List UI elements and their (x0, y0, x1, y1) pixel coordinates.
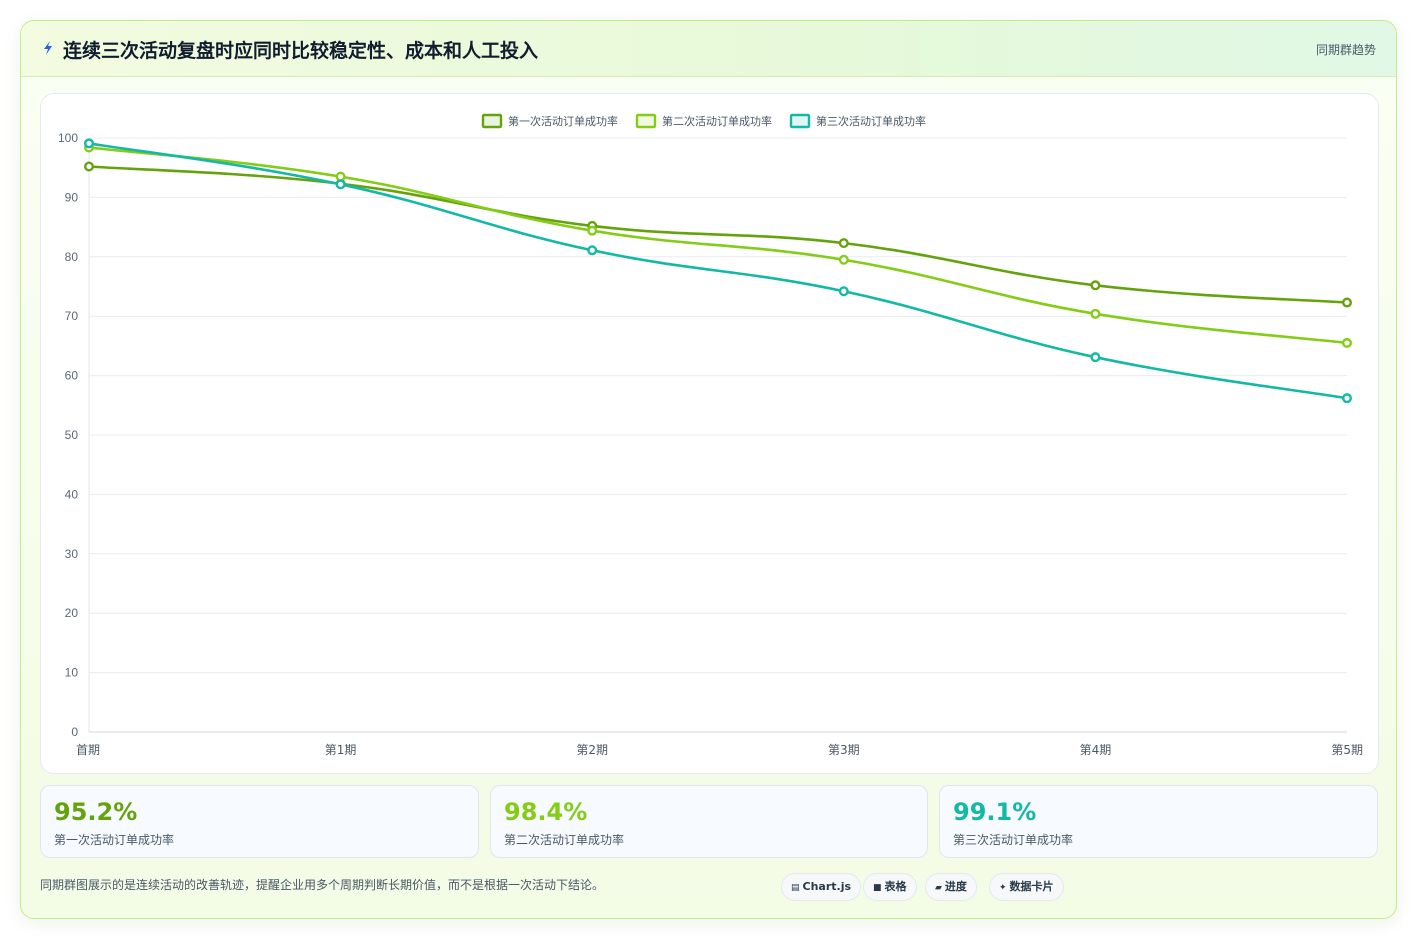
data-point (587, 245, 598, 256)
series-line-2 (88, 146, 1348, 345)
legend-swatch (635, 113, 657, 129)
page-title: 连续三次活动复盘时应同时比较稳定性、成本和人工投入 (63, 40, 539, 62)
data-point (1341, 297, 1352, 308)
data-point (335, 179, 346, 190)
legend-label: 第三次活动订单成功率 (816, 114, 926, 128)
legend-swatch (481, 113, 503, 129)
stat-card-2: 98.4% 第二次活动订单成功率 (490, 785, 928, 858)
chip-table[interactable]: ■ 表格 (863, 873, 917, 901)
data-point (84, 138, 95, 149)
stat-card-1: 95.2% 第一次活动订单成功率 (40, 785, 479, 858)
legend-swatch (789, 113, 811, 129)
line-chart: 0 10 20 30 40 50 60 70 80 90 100 首期 第1期 第2期 第3期 第4期 第5期 第… (58, 113, 1363, 757)
stat-label: 第三次活动订单成功率 (953, 833, 1074, 847)
chip-label: 进度 (944, 880, 967, 893)
table-icon: ■ (873, 883, 882, 893)
stat-value: 98.4% (504, 798, 588, 826)
trend-card: 连续三次活动复盘时应同时比较稳定性、成本和人工投入 同期群趋势 0 10 20 30 4… (20, 20, 1397, 919)
stat-value: 99.1% (953, 798, 1037, 826)
stat-card-3: 99.1% 第三次活动订单成功率 (939, 785, 1378, 858)
x-tick-label: 第5期 (1331, 743, 1363, 757)
x-tick-label: 第1期 (325, 743, 357, 757)
x-tick-label: 首期 (76, 743, 100, 757)
chart-icon: ▤ (791, 883, 800, 893)
chart-panel: 0 10 20 30 40 50 60 70 80 90 100 首期 第1期 第2期 第3期 第4期 第5期 第… (40, 93, 1379, 774)
data-point (1090, 280, 1101, 291)
y-tick-label: 20 (65, 606, 79, 620)
y-tick-label: 80 (65, 250, 79, 264)
x-tick-label: 第3期 (828, 743, 860, 757)
y-tick-label: 90 (65, 190, 79, 204)
series-line-1 (88, 165, 1348, 304)
data-point (838, 254, 849, 265)
y-tick-label: 10 (65, 666, 79, 680)
chip-progress[interactable]: ▰ 进度 (925, 873, 977, 901)
legend-label: 第二次活动订单成功率 (662, 114, 772, 128)
stat-label: 第一次活动订单成功率 (54, 833, 175, 847)
chip-chartjs[interactable]: ▤ Chart.js (781, 873, 862, 901)
legend-label: 第一次活动订单成功率 (508, 114, 618, 128)
data-point (335, 171, 346, 182)
data-point (84, 161, 95, 172)
section-tag: 同期群趋势 (1315, 43, 1376, 57)
y-tick-label: 50 (65, 428, 79, 442)
data-point (1341, 393, 1352, 404)
card-header: 连续三次活动复盘时应同时比较稳定性、成本和人工投入 同期群趋势 (21, 21, 1396, 77)
data-point (838, 238, 849, 249)
chip-label: Chart.js (802, 880, 852, 893)
stat-value: 95.2% (54, 798, 138, 826)
data-point (1341, 337, 1352, 348)
data-point (1090, 308, 1101, 319)
x-tick-label: 第2期 (576, 743, 608, 757)
y-tick-label: 60 (65, 369, 79, 383)
chip-label: 表格 (884, 880, 907, 893)
progress-icon: ▰ (935, 883, 942, 893)
sparkle-icon: ✦ (999, 883, 1007, 893)
y-tick-label: 30 (65, 547, 79, 561)
lightning-icon (44, 41, 52, 55)
data-point (587, 225, 598, 236)
y-tick-label: 0 (71, 725, 78, 739)
x-tick-label: 第4期 (1080, 743, 1112, 757)
chip-data-cards[interactable]: ✦ 数据卡片 (989, 873, 1064, 901)
footnote: 同期群图展示的是连续活动的改善轨迹，提醒企业用多个周期判断长期价值，而不是根据一… (40, 878, 605, 892)
y-tick-label: 40 (65, 487, 79, 501)
data-point (838, 286, 849, 297)
y-tick-label: 70 (65, 309, 79, 323)
chip-label: 数据卡片 (1009, 880, 1054, 893)
y-tick-label: 100 (58, 131, 78, 145)
stat-label: 第二次活动订单成功率 (504, 833, 625, 847)
data-point (1090, 352, 1101, 363)
series-line-3 (88, 142, 1348, 400)
